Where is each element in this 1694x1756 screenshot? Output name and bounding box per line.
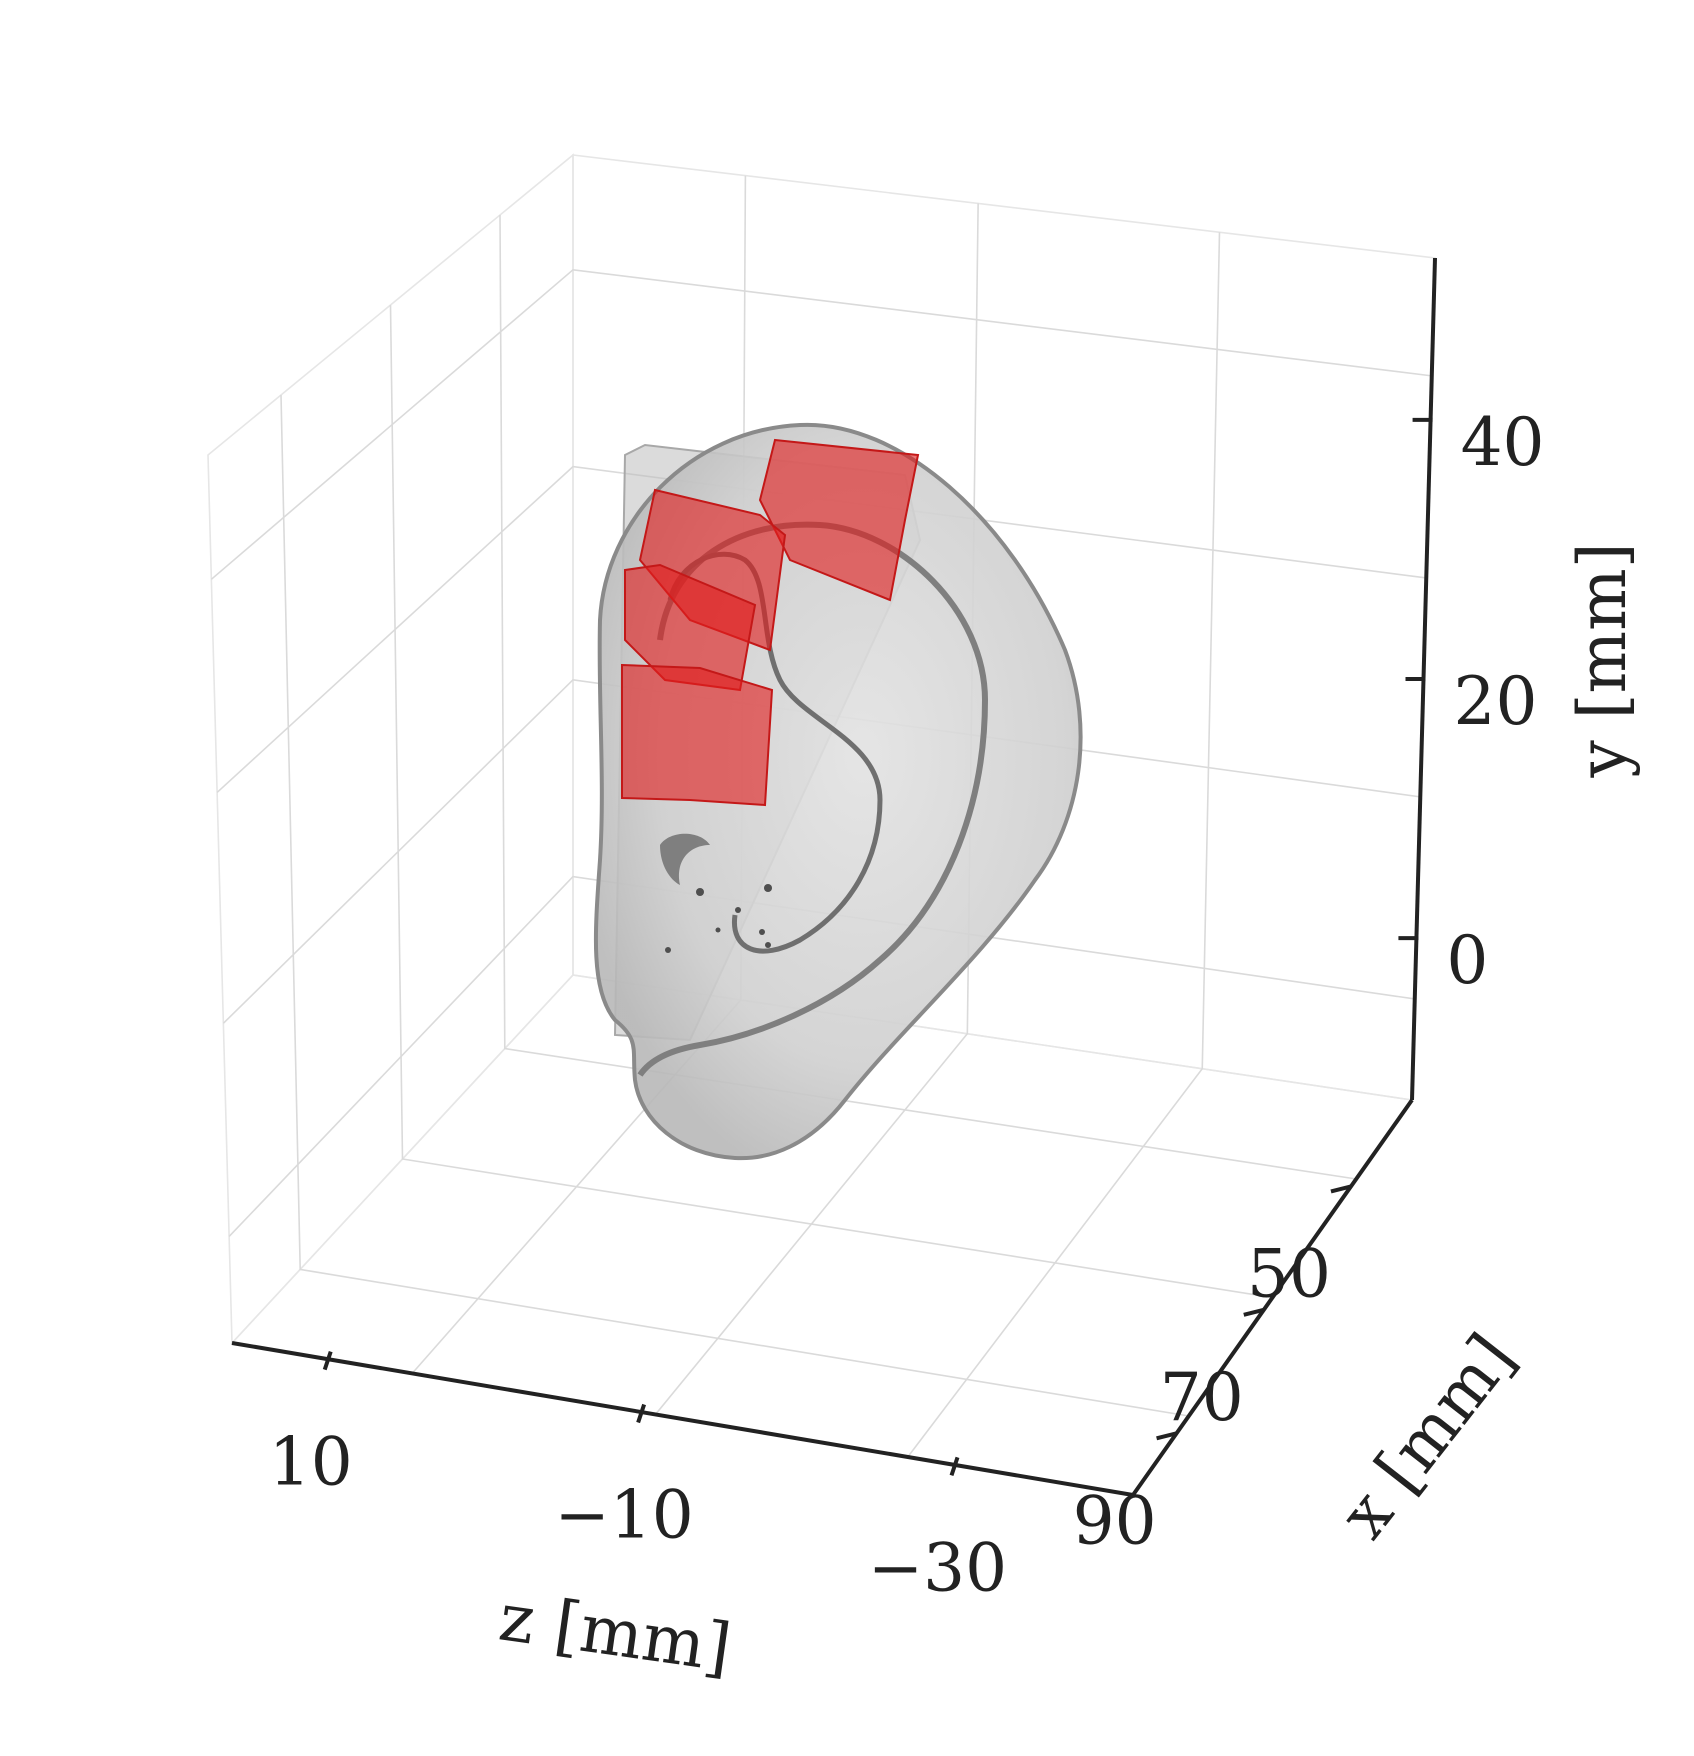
x-tick-label: 90 — [1073, 1482, 1157, 1559]
z-tick-label: −30 — [868, 1529, 1007, 1606]
y-axis-label: y [mm] — [1564, 543, 1641, 779]
grid-lines — [207, 153, 1436, 1496]
y-gridline — [222, 678, 1421, 1024]
z-tick — [322, 1351, 333, 1371]
z-axis-label: z [mm] — [495, 1578, 736, 1687]
x-gridline — [499, 214, 1357, 1180]
x-tick — [1156, 1431, 1178, 1441]
z-gridline — [654, 203, 979, 1415]
z-tick — [636, 1403, 647, 1424]
y-gridline — [228, 875, 1415, 1237]
x-axis-line — [1131, 1098, 1414, 1497]
y-tick-label: 0 — [1446, 922, 1488, 999]
y-gridline — [216, 465, 1427, 794]
x-gridline — [389, 304, 1273, 1299]
x-gridline — [280, 394, 1189, 1417]
patch-1 — [758, 438, 920, 602]
x-tick-label: 50 — [1247, 1235, 1331, 1312]
ear-surface — [593, 422, 1083, 1161]
y-gridline — [210, 268, 1432, 580]
z-gridline — [907, 232, 1221, 1458]
x-tick-label: 70 — [1160, 1359, 1244, 1436]
x-tick — [1330, 1184, 1352, 1194]
z-tick — [949, 1456, 960, 1477]
ear-canal-dots — [665, 884, 772, 953]
ear-concha — [660, 833, 710, 885]
x-axis-label: x [mm] — [1325, 1320, 1530, 1552]
z-tick-label: 10 — [269, 1424, 353, 1501]
x-tick — [1243, 1307, 1265, 1317]
z-axis-line — [231, 1341, 1134, 1497]
patch-4 — [621, 663, 774, 807]
y-tick-label: 40 — [1461, 404, 1545, 481]
highlighted-patches — [621, 438, 920, 807]
y-tick-label: 20 — [1454, 663, 1538, 740]
z-tick-label: −10 — [554, 1477, 693, 1554]
